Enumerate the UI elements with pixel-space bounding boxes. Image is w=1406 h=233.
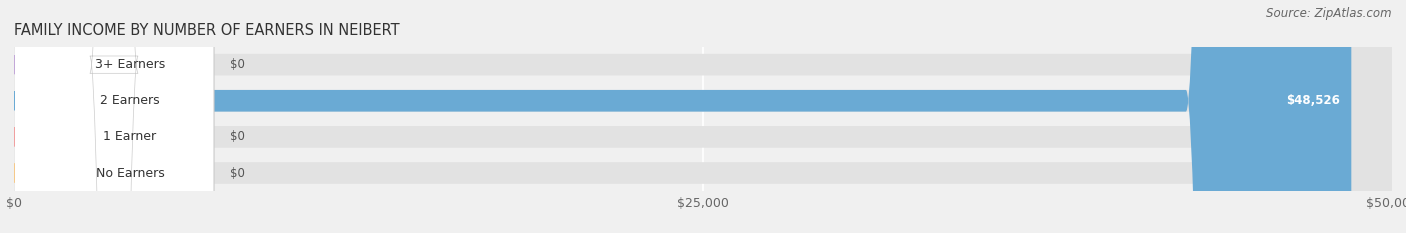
Text: $48,526: $48,526 (1286, 94, 1340, 107)
Text: FAMILY INCOME BY NUMBER OF EARNERS IN NEIBERT: FAMILY INCOME BY NUMBER OF EARNERS IN NE… (14, 24, 399, 38)
FancyBboxPatch shape (14, 0, 214, 233)
Text: 2 Earners: 2 Earners (100, 94, 160, 107)
FancyBboxPatch shape (14, 0, 1392, 233)
Text: 1 Earner: 1 Earner (104, 130, 156, 143)
Text: Source: ZipAtlas.com: Source: ZipAtlas.com (1267, 7, 1392, 20)
FancyBboxPatch shape (14, 0, 1392, 233)
Text: $0: $0 (231, 130, 245, 143)
Text: $0: $0 (231, 167, 245, 179)
Text: 3+ Earners: 3+ Earners (94, 58, 165, 71)
FancyBboxPatch shape (14, 0, 214, 233)
FancyBboxPatch shape (14, 0, 214, 233)
FancyBboxPatch shape (14, 0, 1392, 233)
FancyBboxPatch shape (14, 0, 1351, 233)
Text: No Earners: No Earners (96, 167, 165, 179)
FancyBboxPatch shape (14, 0, 1392, 233)
FancyBboxPatch shape (14, 0, 214, 233)
Text: $0: $0 (231, 58, 245, 71)
